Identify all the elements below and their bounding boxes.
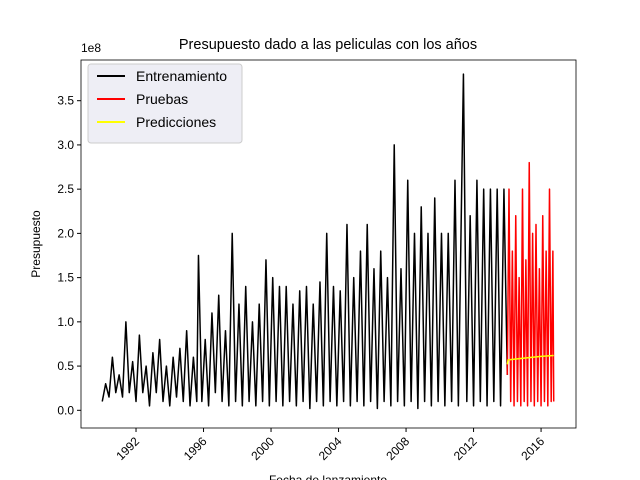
y-tick-label: 3.5 [57, 94, 74, 108]
x-tick-label: 1992 [113, 434, 142, 463]
series-line [506, 354, 554, 365]
y-tick-label: 1.5 [57, 271, 74, 285]
legend-box [87, 63, 243, 144]
legend-label: Pruebas [136, 91, 188, 107]
y-tick-label: 1.0 [57, 315, 74, 329]
y-tick-label: 0.5 [57, 359, 74, 373]
plot-frame [80, 59, 577, 429]
x-tick-label: 2008 [383, 434, 412, 463]
series-line [506, 161, 555, 407]
x-axis-label: Fecha de lanzamiento [269, 473, 387, 480]
x-tick-label: 2004 [316, 434, 345, 463]
x-tick-label: 2012 [451, 434, 480, 463]
y-tick-label: 3.0 [57, 138, 74, 152]
x-tick-label: 1996 [181, 434, 210, 463]
y-tick-label: 2.5 [57, 182, 74, 196]
series-line [101, 73, 509, 410]
x-tick-label: 2000 [248, 434, 277, 463]
x-tick-label: 2016 [518, 434, 547, 463]
y-axis-label: Presupuesto [29, 210, 43, 278]
y-tick-label: 0.0 [57, 403, 74, 417]
legend-label: Predicciones [136, 114, 216, 130]
y-tick-label: 2.0 [57, 226, 74, 240]
legend-label: Entrenamiento [136, 68, 227, 84]
y-offset-text: 1e8 [81, 41, 101, 55]
chart-title: Presupuesto dado a las peliculas con los… [179, 37, 477, 53]
